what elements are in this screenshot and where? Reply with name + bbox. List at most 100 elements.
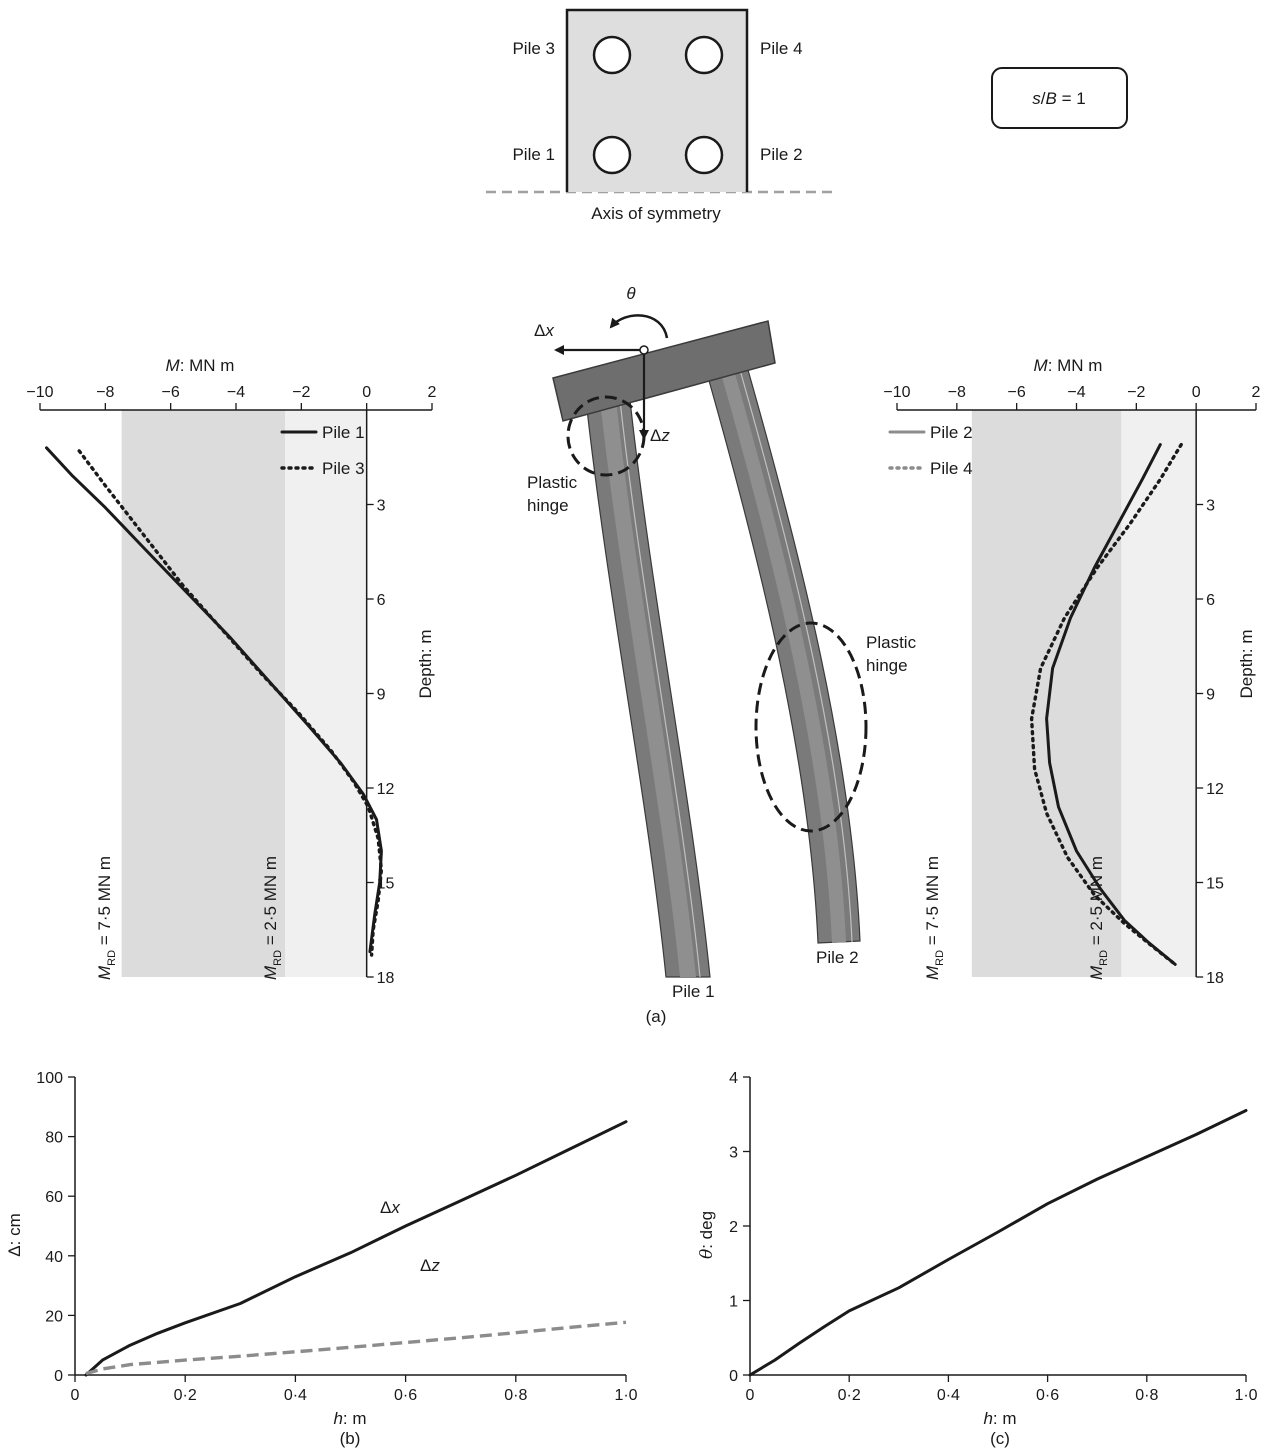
x-tick-label: 2 [428, 384, 437, 401]
y-tick-label: 0 [54, 1368, 63, 1385]
y-tick-label: 3 [1206, 498, 1215, 515]
y-tick-label: 9 [377, 687, 386, 704]
x-tick-label: 0 [362, 384, 371, 401]
y-tick-label: 18 [377, 970, 395, 987]
pile-cap-border [565, 8, 749, 192]
x-tick-label: −10 [26, 384, 53, 401]
y-axis-title: Depth: m [416, 630, 435, 699]
dx-label: Δx [534, 321, 554, 340]
y-axis-title: θ: deg [697, 1211, 717, 1259]
plastic-hinge-1-label-line1: Plastic [527, 473, 578, 492]
x-tick-label: 1·0 [1234, 1387, 1257, 1404]
y-tick-label: 12 [377, 781, 395, 798]
plastic-hinge-1-ellipse [566, 395, 646, 477]
mrd-low-label: MRD = 2·5 MN m [261, 856, 284, 980]
y-tick-label: 100 [36, 1070, 63, 1087]
x-tick-label: −6 [162, 384, 180, 401]
deformed-pile-diagram: θ Δx Δz Plastic hinge Plastic hinge Pile… [527, 284, 917, 1026]
caption-b: (b) [340, 1429, 361, 1448]
plastic-hinge-1-label-line2: hinge [527, 496, 569, 515]
y-tick-label: 18 [1206, 970, 1224, 987]
y-tick-label: 80 [45, 1130, 63, 1147]
x-tick-label: 0·2 [174, 1387, 197, 1404]
x-axis-title: M: MN m [166, 356, 235, 375]
x-tick-label: 2 [1252, 384, 1261, 401]
symmetry-axis-label: Axis of symmetry [591, 204, 721, 223]
x-tick-label: −6 [1008, 384, 1026, 401]
x-axis-title: h: m [333, 1409, 366, 1428]
pile-3-label: Pile 3 [512, 39, 555, 58]
x-tick-label: 1·0 [614, 1387, 637, 1404]
y-tick-label: 4 [729, 1070, 738, 1087]
legend-label: Pile 1 [322, 423, 365, 442]
x-tick-label: 0·4 [284, 1387, 307, 1404]
y-tick-label: 15 [1206, 876, 1224, 893]
rotation-chart: 0 0·2 0·4 0·6 0·8 1·0 0 1 2 3 4 h: m θ: deg (c) [697, 1070, 1258, 1448]
pile-1-shaft-face [600, 400, 696, 977]
x-tick-label: −4 [227, 384, 245, 401]
y-tick-label: 12 [1206, 781, 1224, 798]
x-tick-label: 0·6 [1036, 1387, 1059, 1404]
pile-4-label: Pile 4 [760, 39, 803, 58]
x-tick-label: 0·4 [937, 1387, 960, 1404]
pile-2-edge [739, 369, 853, 943]
pile-3-circle [592, 35, 632, 75]
capacity-band-0 [121, 410, 286, 977]
legend-label: Pile 2 [930, 423, 973, 442]
pile-4-circle [684, 35, 724, 75]
pile-layout-diagram: Pile 3 Pile 4 Pile 1 Pile 2 Axis of symm… [486, 8, 1128, 223]
x-axis-title: M: MN m [1034, 356, 1103, 375]
pile-1-circle [592, 135, 632, 175]
y-tick-label: 0 [729, 1368, 738, 1385]
pile-2-shaft-face [720, 370, 846, 943]
theta-label: θ [626, 284, 636, 303]
caption-c: (c) [990, 1429, 1010, 1448]
x-tick-label: −8 [96, 384, 114, 401]
capacity-band-1 [1121, 410, 1197, 977]
y-axis-title: Depth: m [1237, 630, 1256, 699]
y-tick-label: 40 [45, 1249, 63, 1266]
series-line [748, 1109, 1248, 1377]
series-pile-4-line [1029, 442, 1183, 967]
x-tick-label: −4 [1067, 384, 1085, 401]
y-axis-title: Δ: cm [5, 1213, 24, 1256]
rotation-arrow [609, 314, 669, 339]
moment-profile-right-chart: −10 −8 −6 −4 −2 0 2 3 6 9 12 15 18 Pile 2 Pile 4 M: M… [883, 356, 1260, 987]
y-tick-label: 3 [729, 1145, 738, 1162]
x-tick-label: 0 [1192, 384, 1201, 401]
dx-series-label: Δx [380, 1198, 400, 1217]
x-tick-label: 0·6 [394, 1387, 417, 1404]
spacing-ratio-box [991, 67, 1128, 129]
mrd-low-label: MRD = 2·5 MN m [1087, 856, 1110, 980]
legend-label: Pile 4 [930, 459, 973, 478]
cap-reference-point [639, 345, 649, 355]
series-line [84, 1120, 628, 1377]
y-tick-label: 2 [729, 1219, 738, 1236]
pile-1-edge [619, 399, 701, 978]
spacing-ratio-label: s/B = 1 [1032, 89, 1085, 108]
x-tick-label: −8 [948, 384, 966, 401]
pile-1-label: Pile 1 [512, 145, 555, 164]
legend-label: Pile 3 [322, 459, 365, 478]
x-tick-label: 0·2 [838, 1387, 861, 1404]
y-tick-label: 3 [377, 498, 386, 515]
series-line [85, 1320, 627, 1376]
series-pile-3-line [77, 449, 384, 957]
plastic-hinge-2-label-line2: hinge [866, 656, 908, 675]
y-tick-label: 6 [1206, 592, 1215, 609]
capacity-band-1 [285, 410, 367, 977]
y-tick-label: 9 [1206, 687, 1215, 704]
x-tick-label: −2 [1127, 384, 1145, 401]
x-tick-label: −2 [292, 384, 310, 401]
series-pile-2-line [1045, 443, 1177, 966]
pile-2-label: Pile 2 [760, 145, 803, 164]
y-tick-label: 20 [45, 1308, 63, 1325]
mrd-high-label: MRD = 7·5 MN m [95, 856, 118, 980]
x-tick-label: 0·8 [1135, 1387, 1158, 1404]
plastic-hinge-2-label-line1: Plastic [866, 633, 917, 652]
plastic-hinge-2-ellipse [754, 621, 868, 833]
dz-label: Δz [650, 426, 670, 445]
x-tick-label: 0 [71, 1387, 80, 1404]
x-tick-label: 0·8 [504, 1387, 527, 1404]
